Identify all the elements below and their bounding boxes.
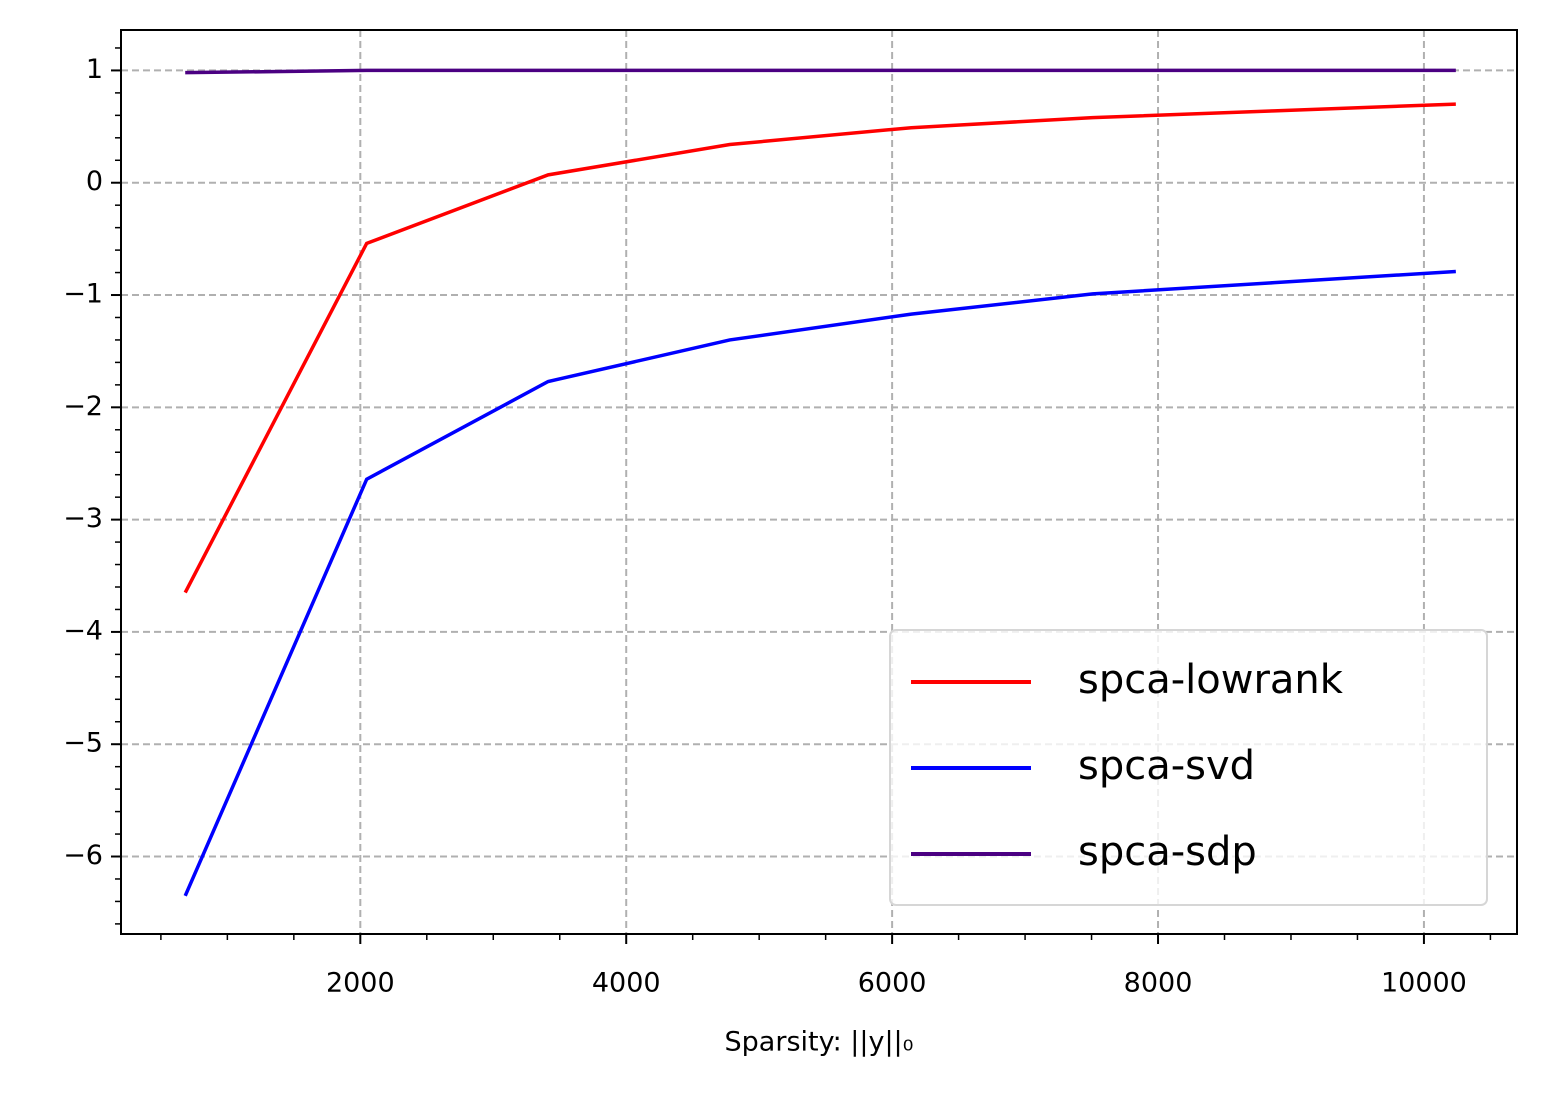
- x-axis-label: Sparsity: ||y||₀: [725, 1027, 914, 1058]
- legend-label: spca-sdp: [1078, 829, 1257, 875]
- line-series: [185, 68, 1456, 75]
- y-tick-label: 0: [86, 166, 103, 197]
- y-tick-label: −2: [63, 391, 103, 422]
- y-tick-label: −3: [63, 503, 103, 534]
- x-tick-label: 10000: [1381, 968, 1467, 999]
- plot-frame: [120, 29, 1518, 935]
- line-series: [183, 269, 1456, 897]
- y-tick-label: −5: [63, 728, 103, 759]
- legend-label: spca-svd: [1078, 743, 1255, 789]
- y-tick-label: 1: [86, 54, 103, 85]
- y-tick-label: −6: [63, 840, 103, 871]
- x-tick-label: 6000: [858, 968, 927, 999]
- line-series: [183, 102, 1456, 594]
- x-tick-label: 2000: [326, 968, 395, 999]
- x-tick-label: 4000: [592, 968, 661, 999]
- y-tick-label: −1: [63, 279, 103, 310]
- legend-label: spca-lowrank: [1078, 657, 1344, 703]
- y-tick-label: −4: [63, 615, 103, 646]
- x-tick-label: 8000: [1124, 968, 1193, 999]
- legend-box: [889, 629, 1488, 906]
